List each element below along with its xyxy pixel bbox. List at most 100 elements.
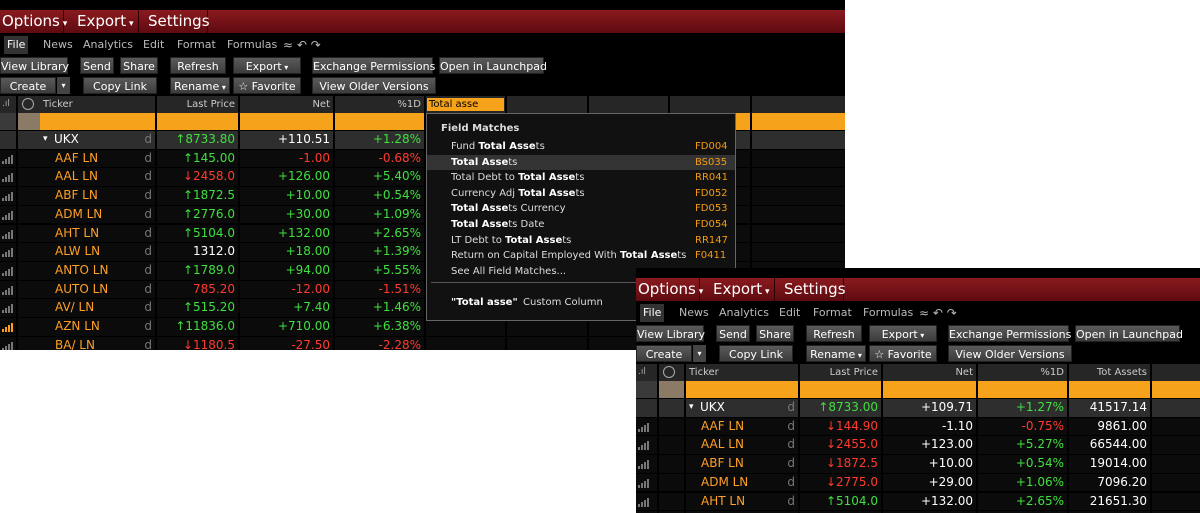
column-header[interactable]: Tot Assets [1096, 367, 1147, 378]
ticker[interactable]: AHT LN [55, 225, 100, 240]
ticker[interactable]: UKX [700, 400, 725, 414]
button[interactable]: Refresh [806, 325, 862, 342]
signal-bar [641, 501, 643, 507]
column-header[interactable]: Net [955, 367, 973, 378]
ticker[interactable]: ABF LN [55, 188, 98, 203]
button[interactable]: Export ▾ [233, 57, 301, 74]
button-menu[interactable]: ▾ [693, 345, 706, 362]
custom-label[interactable]: Custom Column [523, 297, 603, 308]
tab[interactable]: File [4, 36, 29, 54]
button[interactable]: Refresh [170, 57, 226, 74]
custom-query[interactable]: "Total asse" [451, 297, 518, 308]
ticker[interactable]: AAL LN [701, 437, 744, 452]
grid-cell [883, 511, 976, 513]
signal-bar [2, 179, 4, 183]
button[interactable]: Share [756, 325, 794, 342]
ticker[interactable]: AHT LN [701, 493, 746, 508]
signal-icon [638, 478, 652, 488]
ticker[interactable]: AAF LN [701, 418, 745, 433]
button[interactable]: Export ▾ [869, 325, 937, 342]
field-option[interactable]: Return on Capital Employed With Total As… [451, 250, 687, 262]
field-option[interactable]: Total Debt to Total Assets [451, 172, 585, 184]
button[interactable]: View Older Versions [948, 345, 1072, 362]
signal-icon [2, 266, 16, 276]
search-input[interactable]: Total asse [427, 98, 504, 111]
menu-item[interactable]: Export ▾ [711, 278, 775, 301]
column-header[interactable]: %1D [1040, 367, 1064, 378]
tab[interactable]: News [679, 306, 709, 319]
ticker[interactable]: ANTO LN [55, 262, 109, 277]
button[interactable]: Copy Link [83, 77, 157, 94]
button-menu[interactable]: ▾ [57, 77, 70, 94]
ticker[interactable]: AAL LN [55, 169, 98, 184]
button[interactable]: Exchange Permissions [312, 57, 435, 74]
ticker[interactable]: AUTO LN [55, 281, 109, 296]
cell-pct: +1.06% [1015, 474, 1064, 489]
ticker[interactable]: ADM LN [701, 474, 749, 489]
ticker[interactable]: AV/ LN [55, 300, 95, 315]
menu-item[interactable]: Settings [782, 278, 846, 301]
field-option[interactable]: Fund Total Assets [451, 141, 545, 152]
button[interactable]: Send [80, 57, 114, 74]
tab[interactable]: Analytics [83, 38, 133, 51]
field-option[interactable]: Currency Adj Total Assets [451, 187, 585, 199]
tab[interactable]: File [640, 304, 665, 322]
button[interactable]: View Older Versions [312, 77, 436, 94]
button[interactable]: Create [636, 345, 692, 362]
menu-item[interactable]: Options ▾ [0, 10, 67, 33]
tab[interactable]: Edit [779, 306, 801, 319]
column-header[interactable]: Net [312, 99, 330, 110]
ticker[interactable]: BA/ LN [55, 337, 95, 350]
button[interactable]: Open in Launchpad [439, 57, 547, 74]
button[interactable]: View Library [0, 57, 69, 74]
ticker[interactable]: ADM LN [55, 206, 103, 221]
button[interactable]: Send [716, 325, 750, 342]
menu-item[interactable]: Export ▾ [75, 10, 139, 33]
button[interactable]: Copy Link [719, 345, 793, 362]
button[interactable]: Share [120, 57, 158, 74]
grid-cell [686, 417, 798, 436]
cell-pct: +1.39% [372, 244, 421, 259]
ticker[interactable]: AAF LN [55, 150, 99, 165]
ticker[interactable]: ALW LN [55, 244, 101, 259]
button[interactable]: View Library [636, 325, 705, 342]
tab[interactable]: Format [813, 306, 852, 319]
expand-caret: ▾ [689, 402, 694, 412]
button[interactable]: Rename ▾ [806, 345, 866, 362]
button[interactable]: ☆ Favorite [869, 345, 937, 362]
field-option[interactable]: Total Assets Currency [451, 203, 566, 215]
button[interactable]: Create [0, 77, 56, 94]
menu-item[interactable]: Options ▾ [636, 278, 703, 301]
cell-pct: +2.65% [1015, 493, 1064, 508]
flag: d [144, 206, 152, 221]
column-header[interactable]: Last Price [829, 367, 878, 378]
field-option[interactable]: Total Assets Date [451, 219, 545, 230]
button[interactable]: Rename ▾ [170, 77, 230, 94]
header-cell [40, 96, 155, 113]
tab[interactable]: Formulas [863, 306, 914, 319]
column-header[interactable]: Ticker [689, 367, 719, 378]
cell-pct: +1.09% [372, 206, 421, 221]
field-option[interactable]: Total Assets [451, 156, 518, 168]
menu-item[interactable]: Settings [146, 10, 210, 33]
tab[interactable]: Format [177, 38, 216, 51]
tab[interactable]: Edit [143, 38, 165, 51]
filter-cell [240, 113, 333, 130]
button[interactable]: Exchange Permissions [948, 325, 1071, 342]
tab[interactable]: Formulas [227, 38, 278, 51]
column-header[interactable]: Last Price [186, 99, 235, 110]
ticker[interactable]: UKX [54, 132, 79, 146]
terminal-panel: Options ▾ Export ▾ Settings File News Analyti… [0, 0, 845, 350]
header-cell [157, 96, 238, 113]
button[interactable]: ☆ Favorite [233, 77, 301, 94]
cell-price: ↑11836.0 [175, 319, 235, 333]
see-all[interactable]: See All Field Matches... [451, 265, 567, 277]
field-option[interactable]: LT Debt to Total Assets [451, 234, 572, 246]
column-header[interactable]: %1D [397, 99, 421, 110]
column-header[interactable]: Ticker [43, 99, 73, 110]
ticker[interactable]: AZN LN [55, 319, 100, 333]
ticker[interactable]: ABF LN [701, 456, 744, 471]
tab[interactable]: Analytics [719, 306, 769, 319]
button[interactable]: Open in Launchpad [1075, 325, 1183, 342]
tab[interactable]: News [43, 38, 73, 51]
